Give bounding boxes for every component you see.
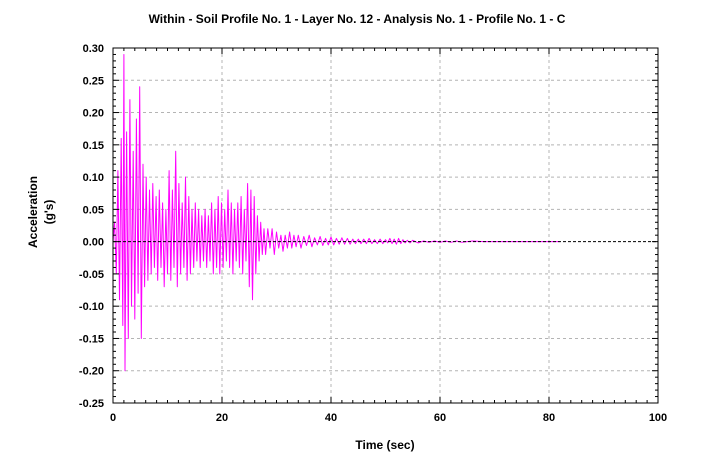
acceleration-series-line — [112, 54, 560, 372]
y-tick-label: 0.20 — [83, 108, 104, 120]
y-tick-label: 0.30 — [83, 43, 104, 55]
y-tick-labels: 0.30 0.25 0.20 0.15 0.10 0.05 0.00 -0.05 -0.10 -0… — [79, 43, 104, 410]
y-tick-label: -0.15 — [79, 333, 104, 345]
x-tick-label: 100 — [649, 412, 667, 424]
x-tick-labels: 0 20 40 60 80 100 — [110, 412, 667, 424]
x-tick-label: 40 — [325, 412, 337, 424]
y-tick-label: 0.15 — [83, 140, 104, 152]
y-tick-label: 0.25 — [83, 75, 104, 87]
y-axis-label-line2: (g's) — [42, 200, 56, 225]
x-axis-label: Time (sec) — [355, 438, 414, 452]
x-tick-label: 80 — [543, 412, 555, 424]
grid-lines — [113, 48, 658, 403]
y-axis-label-line1: Acceleration — [26, 176, 40, 248]
y-tick-label: -0.20 — [79, 366, 104, 378]
series-layer — [112, 54, 560, 372]
y-tick-label: -0.25 — [79, 398, 104, 410]
y-axis-label: Acceleration (g's) — [26, 176, 56, 248]
y-tick-label: -0.05 — [79, 269, 104, 281]
chart-title: Within - Soil Profile No. 1 - Layer No. … — [149, 12, 566, 26]
y-tick-label: 0.05 — [83, 204, 104, 216]
y-tick-label: 0.10 — [83, 172, 104, 184]
x-tick-label: 0 — [110, 412, 116, 424]
y-tick-label: 0.00 — [83, 237, 104, 249]
x-tick-label: 20 — [216, 412, 228, 424]
x-tick-label: 60 — [434, 412, 446, 424]
y-tick-label: -0.10 — [79, 301, 104, 313]
axis-ticks — [112, 47, 659, 404]
